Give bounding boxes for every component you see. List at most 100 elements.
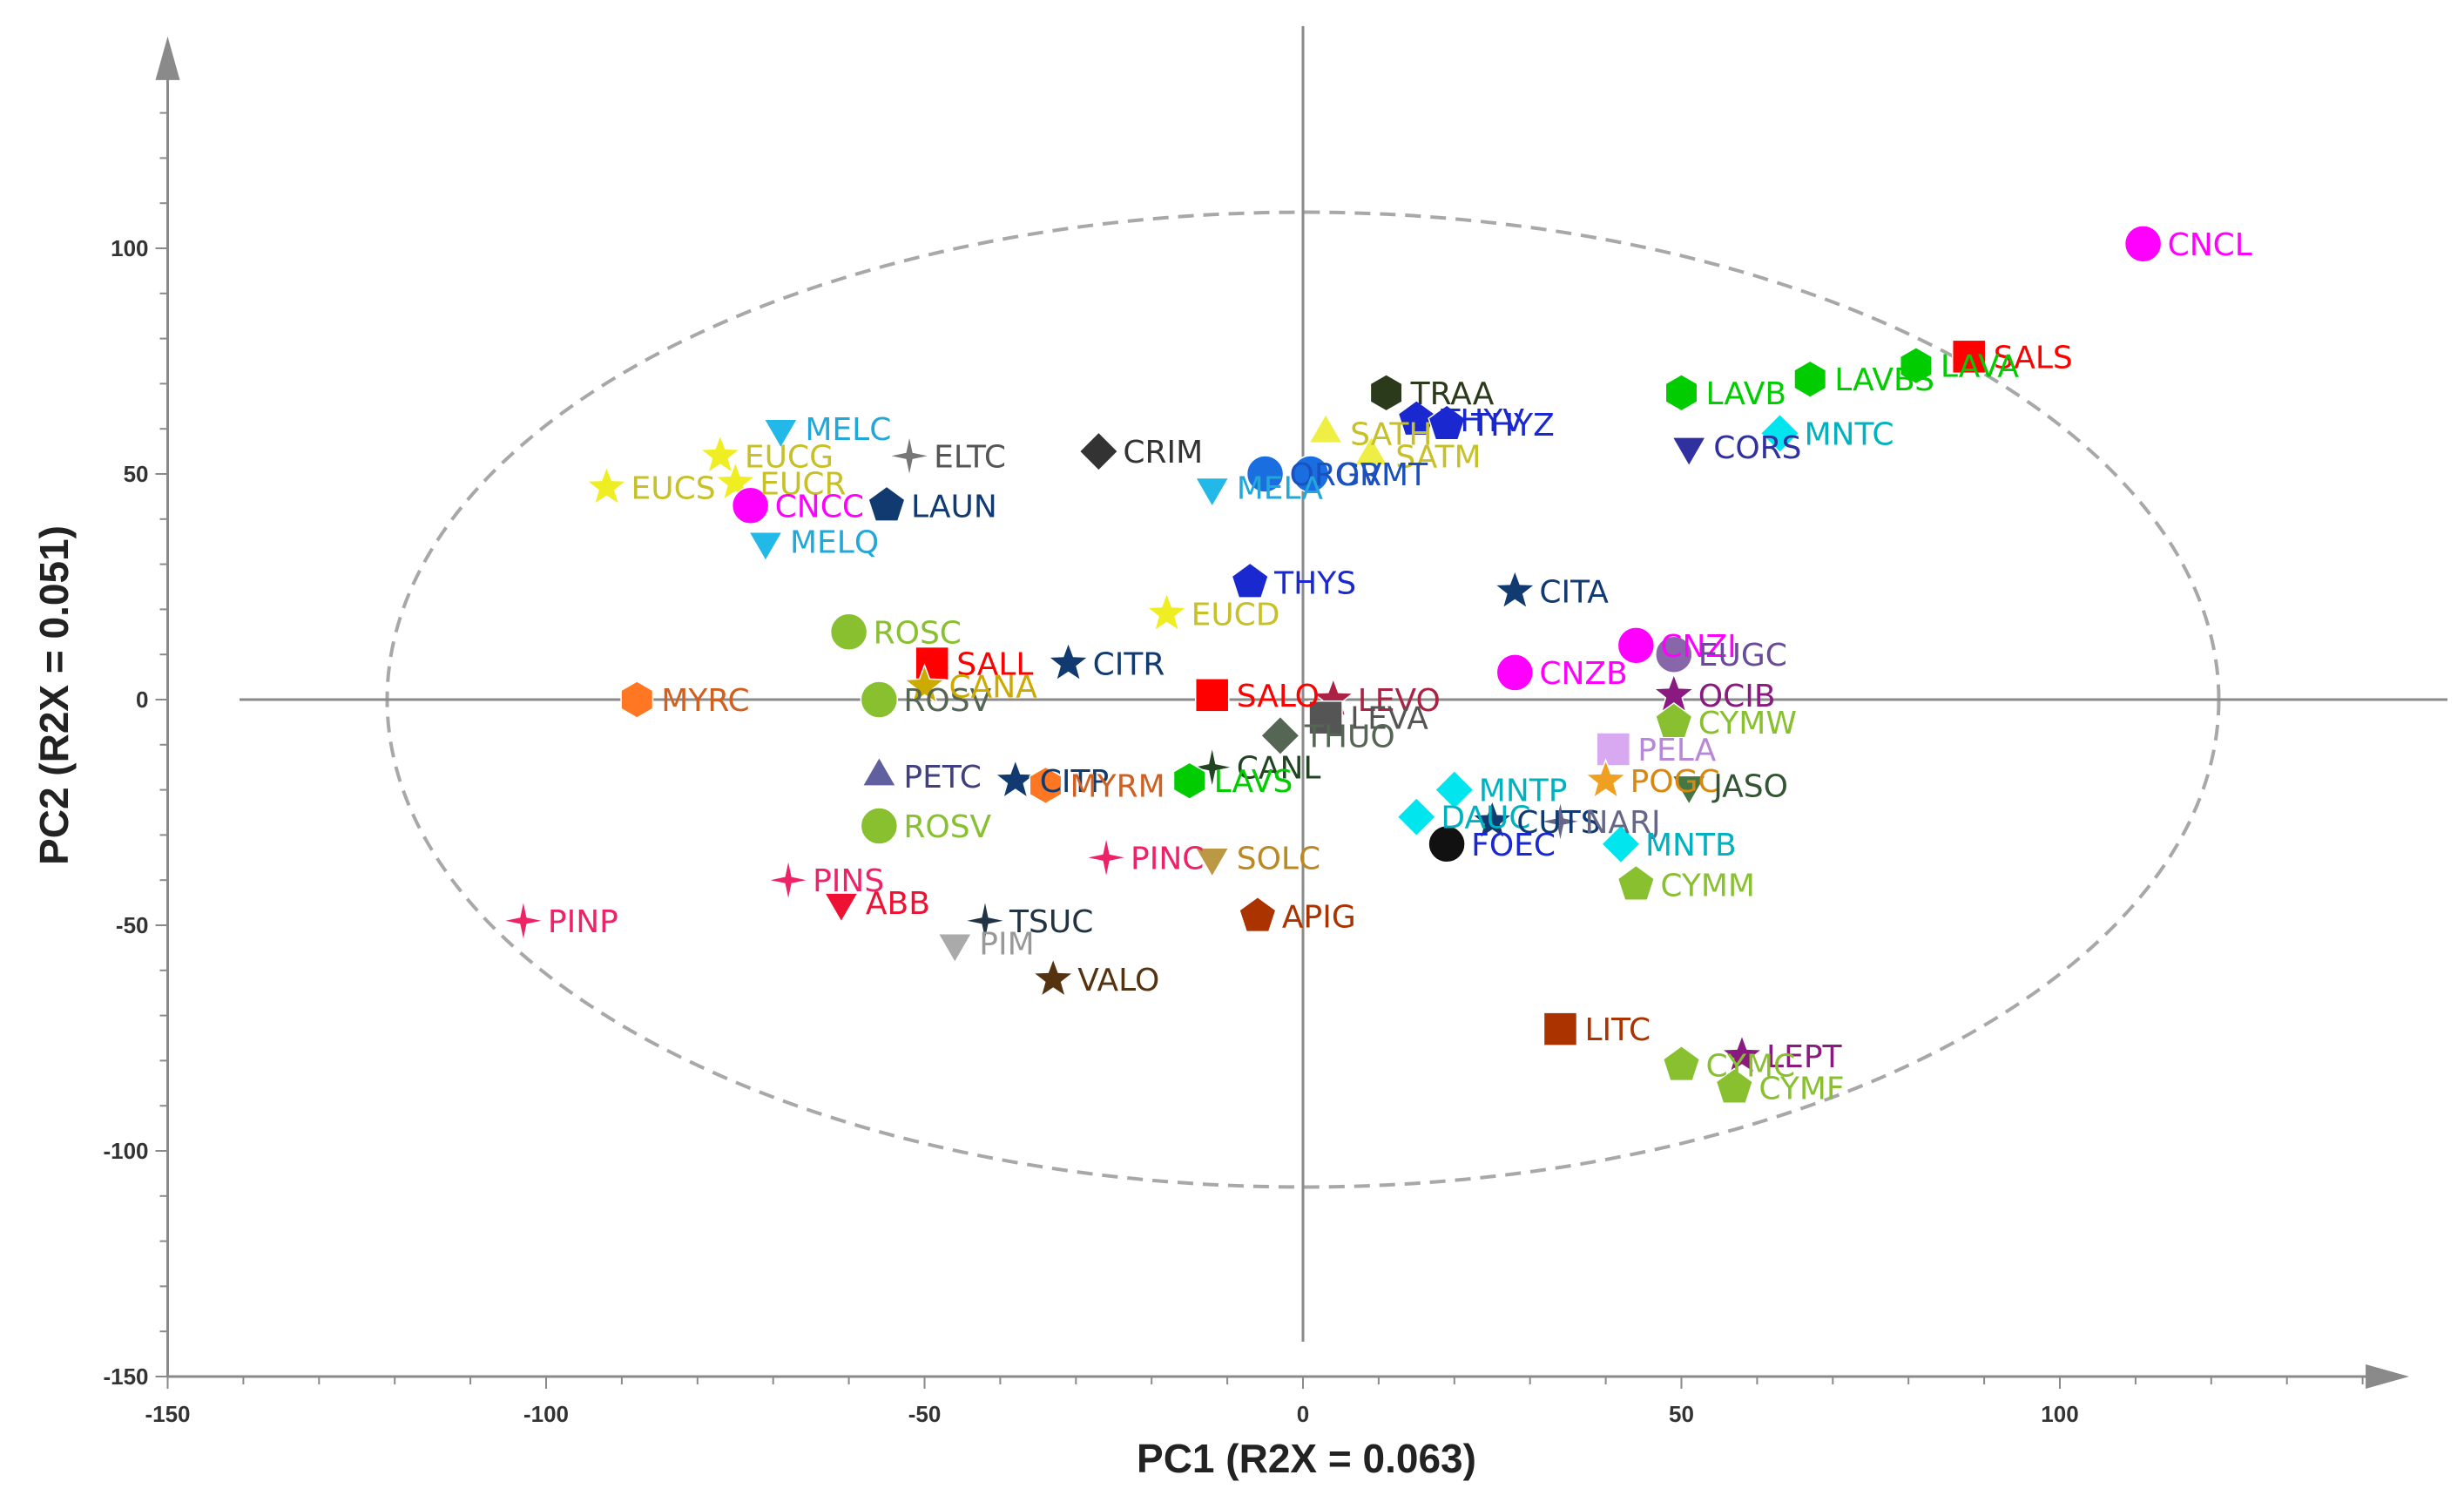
point-label-solc: SOLC — [1237, 841, 1320, 876]
point-label-mntc: MNTC — [1804, 416, 1894, 452]
marker-narj — [1539, 800, 1582, 843]
x-tick-label: 0 — [1297, 1401, 1309, 1427]
point-label-sath: SATH — [1350, 416, 1432, 452]
point-label-foec: FOEC — [1471, 828, 1556, 863]
point-label-myrm: MYRM — [1070, 768, 1165, 804]
marker-rosc — [829, 612, 868, 652]
marker-pinp — [502, 899, 545, 942]
marker-foec — [1428, 825, 1466, 863]
marker-mntc — [1759, 413, 1800, 454]
marker-cymf — [1715, 1067, 1754, 1105]
y-tick-label: -100 — [103, 1138, 148, 1164]
marker-myrc — [620, 680, 654, 719]
point-label-mela: MELA — [1237, 471, 1324, 507]
marker-cita — [1493, 568, 1537, 610]
point-label-thys: THYS — [1273, 565, 1356, 601]
point-label-lavb: LAVB — [1706, 376, 1787, 412]
marker-mntb — [1600, 823, 1642, 864]
point-label-lept: LEPT — [1766, 1039, 1843, 1075]
marker-lavbs — [1793, 360, 1827, 399]
marker-lavb — [1664, 373, 1698, 412]
marker-ormt — [1291, 455, 1330, 493]
point-label-pinp: PINP — [548, 904, 618, 940]
marker-citp — [993, 758, 1037, 800]
point-label-rosv: ROSV — [903, 683, 991, 719]
marker-mela — [1194, 477, 1231, 508]
point-label-pogc: POGC — [1630, 764, 1720, 800]
marker-sals — [1951, 339, 1987, 375]
point-label-lavbs: LAVBS — [1834, 362, 1934, 398]
marker-canl — [1191, 746, 1233, 788]
marker-petc — [861, 755, 897, 787]
marker-thyv — [1397, 399, 1436, 436]
marker-dauc — [1396, 796, 1437, 837]
x-tick-label: 50 — [1669, 1401, 1694, 1427]
marker-lava — [1899, 346, 1933, 385]
point-label-cuts: CUTS — [1516, 805, 1600, 841]
point-label-cita: CITA — [1539, 575, 1609, 611]
point-label-rosv: ROSV — [903, 809, 991, 845]
marker-myrm — [1029, 766, 1063, 805]
marker-pins — [766, 859, 810, 902]
point-label-cymf: CYMF — [1759, 1071, 1844, 1106]
marker-thyz — [1428, 404, 1466, 441]
point-label-citr: CITR — [1093, 647, 1165, 683]
marker-abb — [823, 892, 860, 924]
marker-pela — [1596, 732, 1631, 767]
marker-cors — [1671, 436, 1707, 468]
point-label-myrc: MYRC — [661, 683, 749, 719]
point-label-cnzb: CNZB — [1539, 656, 1627, 692]
point-label-cncc: CNCC — [775, 489, 864, 524]
marker-solc — [1194, 847, 1231, 878]
point-label-salo: SALO — [1237, 679, 1320, 714]
marker-eltc — [888, 435, 931, 477]
point-label-cymc: CYMC — [1706, 1049, 1796, 1085]
x-tick-label: -100 — [523, 1401, 569, 1427]
point-label-ocib: OCIB — [1698, 679, 1776, 714]
marker-eucg — [699, 433, 742, 475]
marker-satm — [1353, 435, 1389, 467]
point-label-dauc: DAUC — [1441, 801, 1530, 836]
point-label-canl: CANL — [1237, 751, 1321, 787]
point-label-traa: TRAA — [1410, 376, 1495, 412]
point-label-melc: MELC — [805, 412, 891, 448]
marker-eucr — [713, 460, 758, 502]
point-label-pinc: PINC — [1131, 841, 1204, 876]
point-label-valo: VALO — [1077, 963, 1159, 998]
y-axis-title: PC2 (R2X = 0.051) — [31, 525, 77, 865]
point-label-eucg: EUCG — [745, 439, 834, 475]
marker-apig — [1239, 896, 1277, 933]
y-axis-arrow-icon — [155, 36, 180, 80]
point-label-melq: MELQ — [790, 525, 879, 561]
marker-mntp — [1434, 769, 1475, 810]
marker-lavs — [1172, 761, 1206, 801]
point-label-ormt: ORMT — [1335, 457, 1428, 493]
point-label-satm: SATM — [1395, 439, 1481, 475]
marker-rosv — [860, 680, 899, 719]
y-tick-label: -50 — [116, 912, 149, 938]
x-axis-arrow-icon — [2366, 1364, 2410, 1389]
marker-valo — [1031, 957, 1076, 998]
point-label-lavs: LAVS — [1214, 764, 1293, 800]
point-label-thyz: THYZ — [1470, 408, 1555, 443]
point-label-mntp: MNTP — [1479, 774, 1568, 809]
marker-thuo — [1259, 715, 1300, 756]
point-label-sall: SALL — [956, 647, 1033, 683]
marker-orgv — [1246, 455, 1285, 493]
point-label-thuo: THUO — [1304, 719, 1395, 754]
point-label-orgv: ORGV — [1290, 457, 1382, 493]
x-axis-title: PC1 (R2X = 0.063) — [1137, 1436, 1476, 1481]
marker-thys — [1231, 562, 1269, 599]
point-label-tsuc: TSUC — [1009, 904, 1093, 940]
marker-rosv — [860, 807, 899, 845]
y-tick-label: 50 — [124, 461, 149, 487]
marker-cymc — [1662, 1045, 1701, 1082]
marker-traa — [1369, 373, 1403, 412]
point-label-litc: LITC — [1584, 1012, 1651, 1048]
point-label-levo: LEVO — [1358, 683, 1441, 719]
marker-cymm — [1617, 864, 1656, 901]
point-label-eucs: EUCS — [631, 471, 716, 507]
marker-eucs — [584, 464, 629, 506]
marker-litc — [1543, 1011, 1578, 1046]
